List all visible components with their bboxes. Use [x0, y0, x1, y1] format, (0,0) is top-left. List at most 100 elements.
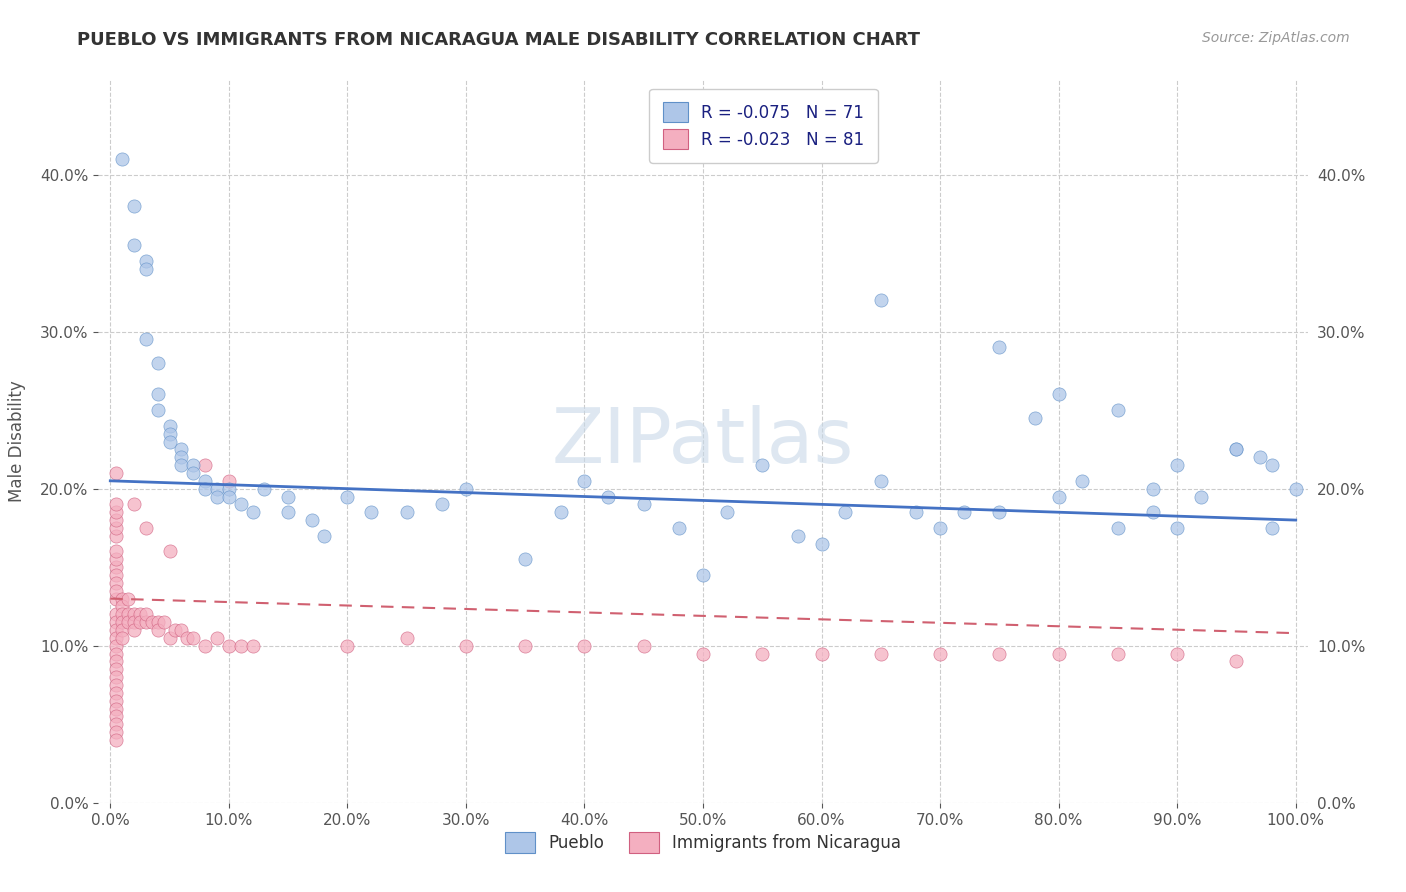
Point	[105, 647, 128, 661]
Point	[165, 623, 187, 637]
Point	[105, 670, 128, 684]
Point	[146, 387, 169, 401]
Point	[105, 497, 128, 511]
Point	[111, 607, 134, 622]
Point	[152, 615, 174, 630]
Point	[692, 568, 714, 582]
Point	[105, 568, 128, 582]
Point	[242, 639, 264, 653]
Point	[105, 521, 128, 535]
Point	[929, 647, 952, 661]
Point	[395, 631, 418, 645]
Point	[105, 639, 128, 653]
Point	[135, 521, 157, 535]
Point	[135, 333, 157, 347]
Point	[786, 529, 808, 543]
Point	[105, 575, 128, 590]
Point	[929, 521, 952, 535]
Legend: Pueblo, Immigrants from Nicaragua: Pueblo, Immigrants from Nicaragua	[498, 826, 908, 860]
Point	[105, 701, 128, 715]
Point	[141, 615, 163, 630]
Point	[336, 639, 359, 653]
Point	[105, 623, 128, 637]
Point	[105, 529, 128, 543]
Point	[159, 418, 181, 433]
Point	[170, 442, 193, 457]
Point	[1166, 647, 1188, 661]
Point	[105, 733, 128, 747]
Point	[105, 678, 128, 692]
Point	[117, 607, 139, 622]
Point	[869, 293, 891, 308]
Point	[159, 631, 181, 645]
Point	[146, 356, 169, 370]
Point	[218, 474, 240, 488]
Point	[135, 254, 157, 268]
Point	[515, 639, 537, 653]
Point	[277, 505, 299, 519]
Point	[105, 655, 128, 669]
Point	[1047, 387, 1070, 401]
Point	[105, 694, 128, 708]
Point	[181, 458, 204, 472]
Point	[111, 599, 134, 614]
Text: Source: ZipAtlas.com: Source: ZipAtlas.com	[1202, 31, 1350, 45]
Point	[1261, 458, 1284, 472]
Point	[122, 199, 145, 213]
Point	[1249, 450, 1271, 465]
Point	[176, 631, 198, 645]
Point	[952, 505, 974, 519]
Point	[170, 450, 193, 465]
Point	[574, 639, 596, 653]
Point	[716, 505, 738, 519]
Point	[692, 647, 714, 661]
Y-axis label: Male Disability: Male Disability	[8, 381, 27, 502]
Point	[105, 607, 128, 622]
Point	[105, 615, 128, 630]
Point	[170, 458, 193, 472]
Point	[105, 709, 128, 723]
Point	[360, 505, 382, 519]
Point	[146, 623, 169, 637]
Point	[1285, 482, 1308, 496]
Point	[111, 631, 134, 645]
Point	[1047, 490, 1070, 504]
Point	[122, 623, 145, 637]
Point	[111, 623, 134, 637]
Point	[170, 623, 193, 637]
Point	[1024, 411, 1046, 425]
Point	[105, 631, 128, 645]
Point	[117, 615, 139, 630]
Point	[194, 474, 217, 488]
Point	[146, 403, 169, 417]
Point	[218, 639, 240, 653]
Point	[454, 639, 477, 653]
Point	[301, 513, 323, 527]
Point	[312, 529, 335, 543]
Point	[1261, 521, 1284, 535]
Point	[105, 725, 128, 739]
Point	[668, 521, 690, 535]
Point	[129, 607, 152, 622]
Point	[395, 505, 418, 519]
Point	[159, 426, 181, 441]
Point	[1189, 490, 1212, 504]
Point	[105, 717, 128, 731]
Point	[205, 631, 228, 645]
Point	[869, 647, 891, 661]
Point	[122, 607, 145, 622]
Point	[135, 615, 157, 630]
Point	[218, 482, 240, 496]
Point	[229, 497, 252, 511]
Point	[205, 482, 228, 496]
Point	[129, 615, 152, 630]
Point	[751, 647, 773, 661]
Point	[810, 647, 832, 661]
Point	[117, 591, 139, 606]
Point	[515, 552, 537, 566]
Point	[111, 591, 134, 606]
Point	[122, 238, 145, 252]
Point	[105, 505, 128, 519]
Point	[432, 497, 454, 511]
Point	[1225, 442, 1247, 457]
